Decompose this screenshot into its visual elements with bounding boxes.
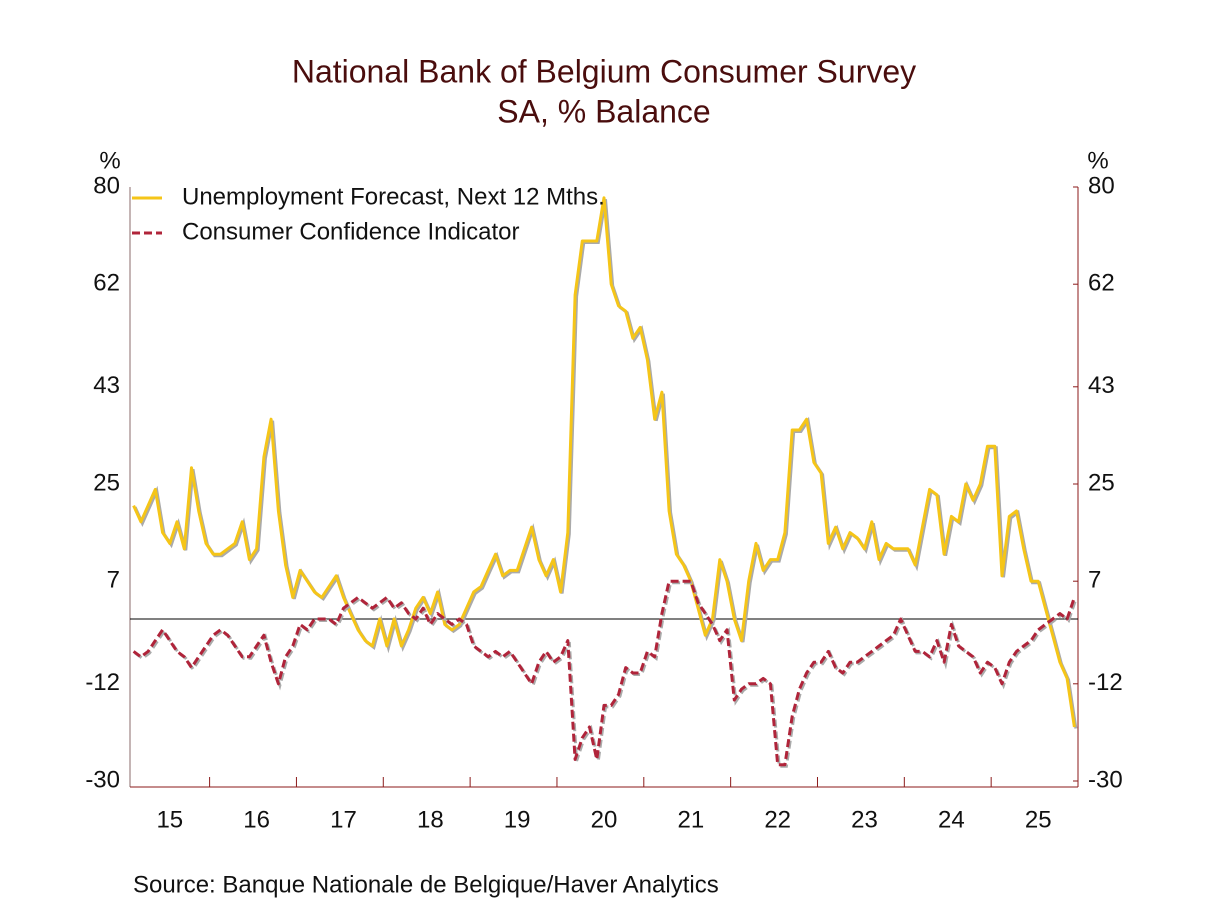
x-tick-label: 21	[677, 806, 704, 833]
x-tick-label: 24	[938, 806, 965, 833]
y2-tick-label: 62	[1088, 270, 1115, 297]
y-tick-label: 80	[93, 172, 120, 199]
y-tick-label: 43	[93, 372, 120, 399]
source: Source: Banque Nationale de Belgique/Hav…	[133, 871, 719, 898]
legend-label: Unemployment Forecast, Next 12 Mths.	[182, 183, 605, 210]
legend-label: Consumer Confidence Indicator	[182, 218, 520, 245]
x-tick-label: 19	[504, 806, 531, 833]
series-line	[132, 196, 1076, 728]
x-tick-label: 22	[764, 806, 791, 833]
y2-tick-label: -12	[1088, 669, 1123, 696]
y-tick-label: 7	[107, 567, 120, 594]
x-tick-label: 17	[330, 806, 357, 833]
x-tick-label: 25	[1025, 806, 1052, 833]
y-tick-label: -12	[85, 669, 120, 696]
y-tick-label: 25	[93, 469, 120, 496]
x-tick-label: 15	[156, 806, 183, 833]
y-tick-label: -30	[85, 766, 120, 793]
y2-tick-label: 7	[1088, 567, 1101, 594]
y2-tick-label: -30	[1088, 766, 1123, 793]
line-shadow	[134, 581, 1078, 768]
chart-subtitle: SA, % Balance	[497, 93, 710, 129]
y2-tick-label: 80	[1088, 172, 1115, 199]
y-tick-label: 62	[93, 270, 120, 297]
chart-title: National Bank of Belgium Consumer Survey	[292, 53, 916, 89]
y2-tick-label: 25	[1088, 469, 1115, 496]
y-unit: %	[99, 147, 120, 174]
series-line	[132, 579, 1076, 767]
x-tick-label: 20	[591, 806, 618, 833]
y2-tick-label: 43	[1088, 372, 1115, 399]
y2-unit: %	[1087, 147, 1108, 174]
x-tick-label: 23	[851, 806, 878, 833]
x-tick-label: 18	[417, 806, 444, 833]
x-tick-label: 16	[243, 806, 270, 833]
